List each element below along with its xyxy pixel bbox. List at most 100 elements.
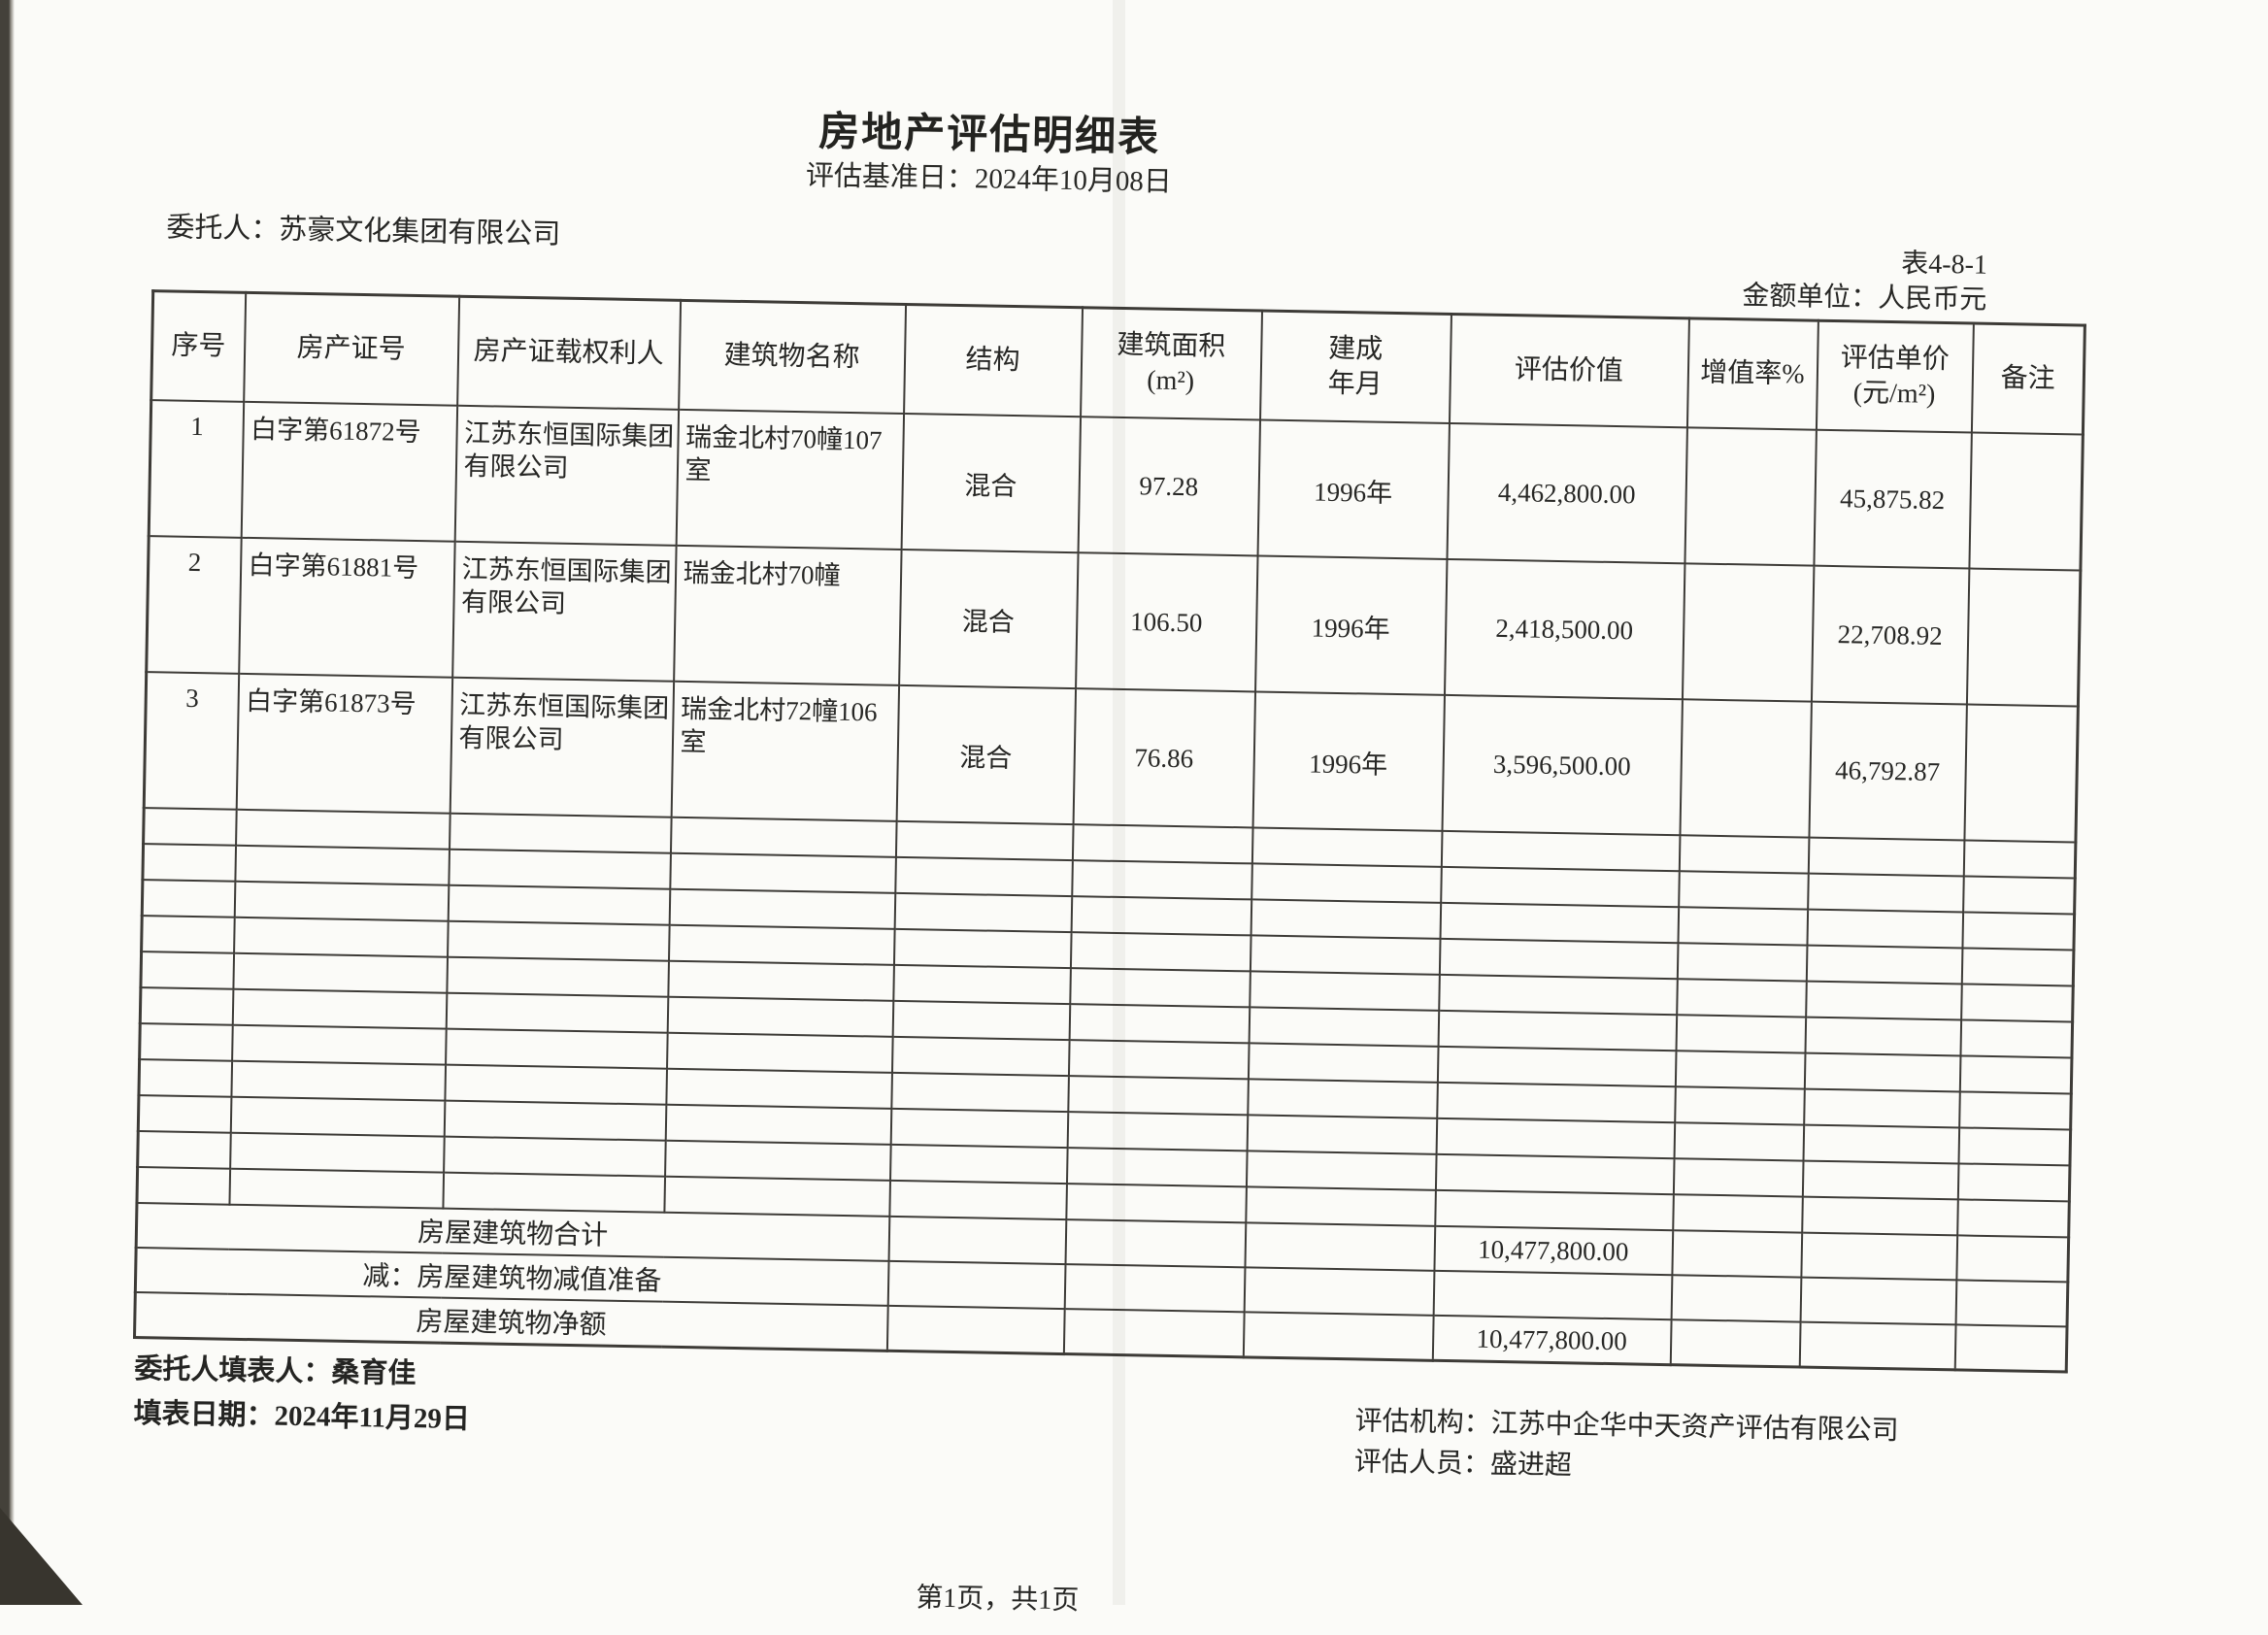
cell-no: 1	[149, 400, 244, 538]
summary-empty-cell	[1955, 1235, 2069, 1283]
cell-rate	[1682, 563, 1814, 702]
empty-cell	[1439, 938, 1678, 980]
fill-date: 填表日期：2024年11月29日	[133, 1397, 471, 1436]
col-header-floor-area: 建筑面积 (m²)	[1080, 307, 1262, 420]
empty-cell	[1957, 1127, 2071, 1166]
empty-cell	[140, 987, 233, 1025]
summary-value: 10,477,800.00	[1433, 1225, 1673, 1276]
empty-cell	[445, 1028, 668, 1069]
empty-cell	[143, 808, 237, 846]
empty-cell	[890, 1108, 1068, 1149]
empty-cell	[1067, 1076, 1249, 1116]
empty-cell	[1678, 871, 1809, 910]
empty-cell	[228, 1168, 444, 1209]
summary-empty-cell	[1670, 1319, 1801, 1368]
empty-cell	[890, 1072, 1069, 1113]
summary-empty-cell	[1063, 1309, 1245, 1357]
cell-built: 1996年	[1254, 555, 1447, 695]
empty-cell	[1065, 1184, 1247, 1223]
empty-cell	[668, 924, 895, 965]
empty-cell	[893, 928, 1072, 969]
cell-area: 97.28	[1078, 417, 1260, 556]
empty-cell	[1679, 835, 1809, 874]
empty-cell	[446, 992, 668, 1033]
empty-cell	[1071, 860, 1252, 900]
empty-cell	[1068, 1040, 1250, 1080]
scan-fold-line	[1113, 0, 1125, 1605]
cell-built: 1996年	[1252, 691, 1445, 831]
empty-cell	[1675, 1051, 1805, 1089]
empty-cell	[891, 1036, 1070, 1077]
empty-cell	[232, 952, 448, 993]
summary-value: 10,477,800.00	[1432, 1315, 1672, 1365]
cell-value: 2,418,500.00	[1444, 558, 1684, 700]
empty-cell	[1959, 1055, 2072, 1094]
form-filler: 委托人填表人：桑育佳	[134, 1353, 417, 1390]
empty-cell	[1069, 968, 1251, 1008]
empty-cell	[669, 852, 896, 893]
summary-empty-cell	[1671, 1230, 1802, 1278]
empty-cell	[1806, 945, 1962, 984]
cell-value: 3,596,500.00	[1442, 694, 1683, 836]
cell-owner: 江苏东恒国际集团有限公司	[450, 677, 674, 818]
cell-building: 瑞金北村72幢106室	[671, 681, 899, 821]
summary-empty-cell	[1244, 1267, 1434, 1316]
summary-empty-cell	[1065, 1219, 1246, 1268]
signoff-block: 委托人填表人：桑育佳 填表日期：2024年11月29日 评估机构：江苏中企华中天…	[121, 1347, 2065, 1496]
summary-empty-cell	[1954, 1324, 2068, 1372]
empty-cell	[667, 960, 894, 1001]
cell-remark	[1966, 568, 2081, 707]
cell-owner: 江苏东恒国际集团有限公司	[451, 541, 677, 682]
empty-cell	[666, 1032, 893, 1073]
empty-cell	[142, 880, 235, 918]
empty-cell	[1672, 1194, 1803, 1233]
empty-cell	[139, 1023, 233, 1061]
empty-cell	[443, 1136, 666, 1177]
empty-cell	[1434, 1189, 1674, 1231]
signoff-right: 评估机构：江苏中企华中天资产评估有限公司 评估人员：盛进超	[1354, 1401, 2064, 1495]
empty-cell	[1677, 907, 1808, 946]
cell-unit-price: 22,708.92	[1811, 565, 1969, 705]
summary-empty-cell	[1243, 1312, 1434, 1361]
empty-cell	[444, 1100, 666, 1141]
empty-cell	[1959, 1019, 2073, 1058]
empty-cell	[894, 856, 1073, 897]
cell-remark	[1963, 704, 2079, 843]
col-header-structure: 结构	[903, 304, 1083, 417]
empty-cell	[895, 820, 1074, 861]
empty-cell	[1072, 824, 1253, 864]
empty-cell	[1804, 1052, 1960, 1092]
empty-cell	[1067, 1112, 1248, 1151]
empty-cell	[444, 1064, 667, 1105]
meta-right: 表4-8-1 金额单位：人民币元	[1742, 244, 1987, 317]
table-number: 表4-8-1	[1901, 249, 1988, 281]
empty-cell	[1808, 837, 1964, 877]
summary-empty-cell	[1800, 1232, 1957, 1281]
empty-cell	[233, 917, 449, 957]
empty-cell	[1069, 1004, 1250, 1044]
col-header-appraisal-value: 评估价值	[1449, 314, 1689, 428]
empty-cell	[1251, 863, 1442, 903]
empty-cell	[229, 1132, 445, 1173]
cell-structure: 混合	[896, 684, 1076, 825]
empty-cell	[665, 1104, 891, 1145]
amount-unit: 金额单位：人民币元	[1742, 281, 1987, 316]
cell-unit-price: 46,792.87	[1808, 701, 1967, 841]
empty-cell	[667, 996, 893, 1037]
cell-value: 4,462,800.00	[1446, 422, 1687, 564]
empty-cell	[1963, 840, 2076, 879]
col-header-remarks: 备注	[1971, 323, 2085, 435]
empty-cell	[141, 916, 235, 953]
scan-bottom-left-corner-shadow	[0, 1508, 83, 1605]
cell-no: 2	[146, 536, 242, 674]
empty-cell	[447, 920, 670, 961]
empty-cell	[1440, 902, 1679, 944]
empty-cell	[1674, 1086, 1805, 1125]
col-header-seq: 序号	[150, 290, 246, 402]
empty-cell	[449, 813, 672, 853]
document-content: 房地产评估明细表 评估基准日：2024年10月08日 委托人：苏豪文化集团有限公…	[118, 83, 2087, 1635]
empty-cell	[1960, 984, 2074, 1022]
empty-cell	[1804, 1017, 1961, 1056]
empty-cell	[1436, 1082, 1676, 1123]
